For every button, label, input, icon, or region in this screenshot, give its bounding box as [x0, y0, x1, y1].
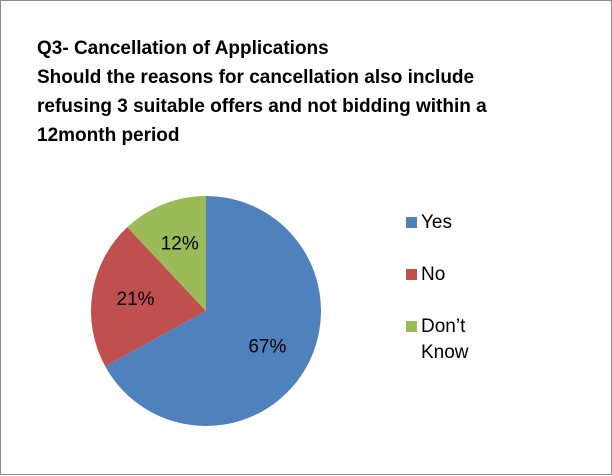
- data-label: 12%: [161, 234, 199, 255]
- legend-entry: Don’t Know: [406, 315, 516, 366]
- legend-label: Don’t Know: [421, 316, 469, 363]
- legend-label: No: [421, 264, 446, 285]
- chart-subtitle: Should the reasons for cancellation also…: [37, 67, 487, 146]
- legend: Yes No Don’t Know: [406, 211, 516, 393]
- chart-title: Q3- Cancellation of Applications: [37, 38, 329, 59]
- legend-entry: Yes: [406, 211, 516, 236]
- legend-entry: No: [406, 263, 516, 288]
- pie-slice: [91, 227, 206, 367]
- pie-slice: [127, 196, 206, 311]
- titles: Q3- Cancellation of Applications Should …: [37, 34, 507, 150]
- legend-swatch: [406, 269, 417, 280]
- legend-swatch: [406, 321, 417, 332]
- legend-label: Yes: [421, 212, 452, 233]
- pie-slice: [105, 196, 322, 427]
- legend-swatch: [406, 217, 417, 228]
- data-label: 21%: [117, 289, 155, 310]
- data-label: 67%: [248, 336, 286, 357]
